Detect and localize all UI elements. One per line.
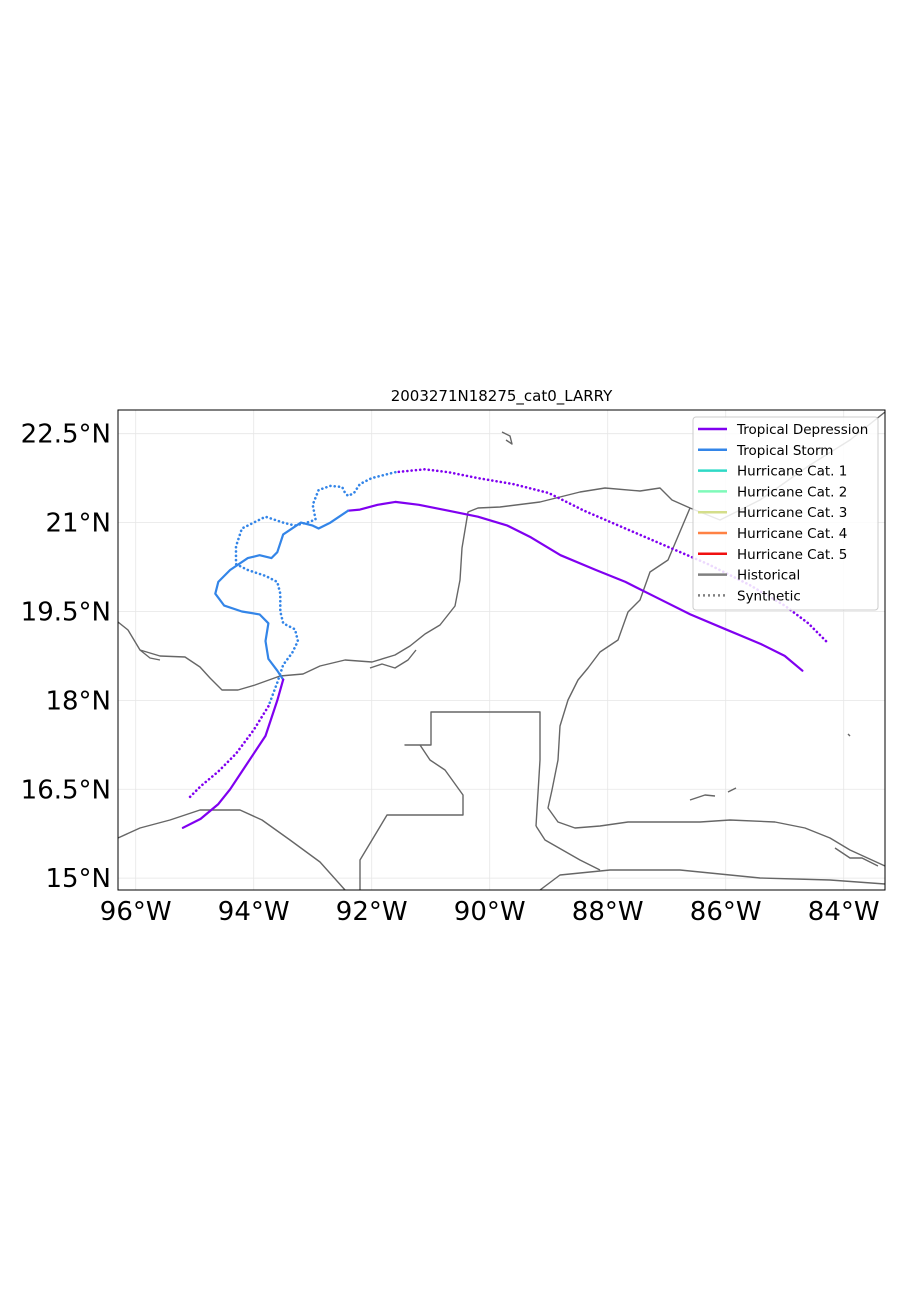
legend-label: Synthetic — [737, 588, 801, 604]
legend: Tropical Depression Tropical Storm Hurrica… — [692, 416, 879, 611]
lat-tick-label: 21°N — [45, 509, 111, 539]
legend-label: Historical — [737, 568, 800, 584]
lon-tick-label: 94°W — [218, 897, 290, 927]
legend-label: Hurricane Cat. 4 — [737, 526, 847, 542]
lat-tick-label: 15°N — [45, 864, 111, 894]
lon-tick-label: 84°W — [808, 897, 880, 927]
lon-tick-label: 96°W — [100, 897, 172, 927]
lon-tick-label: 88°W — [572, 897, 644, 927]
legend-label: Tropical Storm — [736, 443, 833, 459]
synthetic-track-segment-1 — [234, 470, 397, 708]
plot-frame — [117, 409, 886, 891]
lat-tick-label: 19.5°N — [21, 597, 111, 627]
legend-label: Hurricane Cat. 1 — [737, 464, 847, 480]
legend-box — [692, 416, 879, 611]
legend-label: Hurricane Cat. 2 — [737, 484, 847, 500]
lon-tick-label: 92°W — [336, 897, 408, 927]
latitude-ticks: 15°N 16.5°N 18°N 19.5°N 21°N 22.5°N — [21, 420, 111, 894]
historical-track-segment-0 — [347, 500, 804, 672]
legend-label: Hurricane Cat. 5 — [737, 547, 847, 563]
longitude-ticks: 96°W 94°W 92°W 90°W 88°W 86°W 84°W — [100, 897, 880, 927]
lat-tick-label: 18°N — [45, 686, 111, 716]
synthetic-track-segment-2 — [187, 705, 270, 800]
lon-tick-label: 90°W — [454, 897, 526, 927]
historical-track-segment-2 — [181, 678, 285, 829]
lat-tick-label: 16.5°N — [21, 775, 111, 805]
coastlines-and-borders — [118, 411, 885, 890]
lat-tick-label: 22.5°N — [21, 420, 111, 450]
lon-tick-label: 86°W — [690, 897, 762, 927]
historical-track-segment-1 — [214, 509, 350, 681]
legend-label: Tropical Depression — [736, 422, 868, 438]
legend-label: Hurricane Cat. 3 — [737, 505, 847, 521]
map-title: 2003271N18275_cat0_LARRY — [391, 387, 613, 406]
